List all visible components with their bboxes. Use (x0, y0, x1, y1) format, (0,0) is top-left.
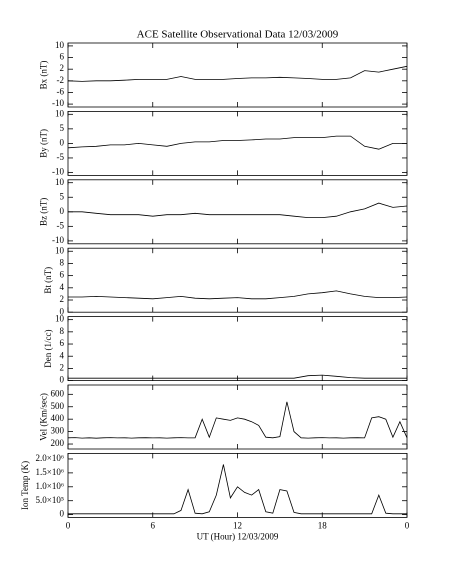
y-tick-label: 200 (51, 438, 65, 448)
y-tick-label: 1.5×10⁶ (36, 467, 64, 477)
chart-title: ACE Satellite Observational Data 12/03/2… (137, 29, 339, 41)
x-tick-label: 12 (233, 520, 242, 530)
data-line (67, 135, 407, 150)
plot-frame (67, 111, 408, 176)
y-tick-label: -5 (57, 220, 65, 230)
y-tick-label: 6 (60, 270, 65, 280)
y-tick-label: 10 (55, 177, 65, 187)
data-line (68, 202, 408, 218)
plot-frame (67, 247, 408, 313)
x-axis-label: UT (Hour) 12/03/2009 (197, 531, 279, 541)
y-axis-label: Ion Temp (K) (20, 461, 30, 510)
y-tick-label: 0 (60, 137, 65, 147)
y-tick-label: 1.0×10⁶ (36, 481, 64, 491)
y-tick-label: 5 (60, 123, 65, 133)
y-tick-label: 4 (60, 350, 65, 360)
y-tick-label: 500 (51, 401, 65, 411)
y-tick-label: 4 (60, 282, 65, 292)
data-line (68, 374, 407, 379)
y-tick-label: 10 (55, 245, 65, 255)
y-tick-label: -6 (57, 87, 65, 97)
y-tick-label: 10 (55, 108, 65, 118)
x-tick-label: 18 (318, 520, 328, 530)
y-tick-label: 2 (60, 362, 65, 372)
y-tick-label: -10 (52, 167, 64, 177)
y-tick-label: 8 (60, 326, 65, 336)
plot-frame (67, 316, 408, 382)
y-tick-label: 2 (60, 294, 65, 304)
y-tick-label: 0 (60, 509, 65, 519)
y-tick-label: 6 (60, 338, 65, 348)
data-line (68, 464, 407, 515)
y-axis-label: Vel (Km/sec) (38, 393, 48, 441)
y-tick-label: 600 (51, 388, 65, 398)
y-tick-label: -10 (52, 98, 64, 108)
y-axis-label: Bz (nT) (38, 198, 48, 226)
y-tick-label: -5 (57, 152, 65, 162)
y-tick-label: 5 (60, 191, 65, 201)
y-tick-label: 5.0×10⁵ (36, 495, 64, 505)
data-line (67, 401, 408, 439)
data-line (67, 65, 408, 82)
y-tick-label: 2.0×10⁶ (36, 453, 64, 463)
x-tick-label: 6 (151, 520, 156, 530)
plot-frame (67, 452, 408, 518)
y-tick-label: 300 (51, 426, 65, 436)
y-tick-label: -2 (57, 75, 65, 85)
y-tick-label: 0 (60, 206, 65, 216)
y-tick-label: 6 (60, 52, 65, 62)
y-tick-label: 0 (60, 306, 65, 316)
y-tick-label: 10 (55, 314, 65, 324)
y-axis-label: Den (1/cc) (43, 329, 53, 367)
data-line (68, 290, 408, 300)
x-tick-label: 0 (66, 520, 71, 530)
y-tick-label: 10 (55, 40, 65, 50)
y-tick-label: 400 (51, 413, 65, 423)
plot-frame (67, 179, 408, 245)
plot-frame (67, 384, 408, 450)
y-axis-label: Bt (nT) (43, 267, 53, 294)
x-tick-label: 0 (405, 520, 410, 530)
y-axis-label: By (nT) (38, 129, 48, 158)
y-tick-label: 8 (60, 258, 65, 268)
y-tick-label: -10 (52, 235, 64, 245)
y-tick-label: 0 (60, 375, 65, 385)
y-tick-label: 2 (60, 63, 65, 73)
y-axis-label: Bx (nT) (38, 61, 48, 90)
